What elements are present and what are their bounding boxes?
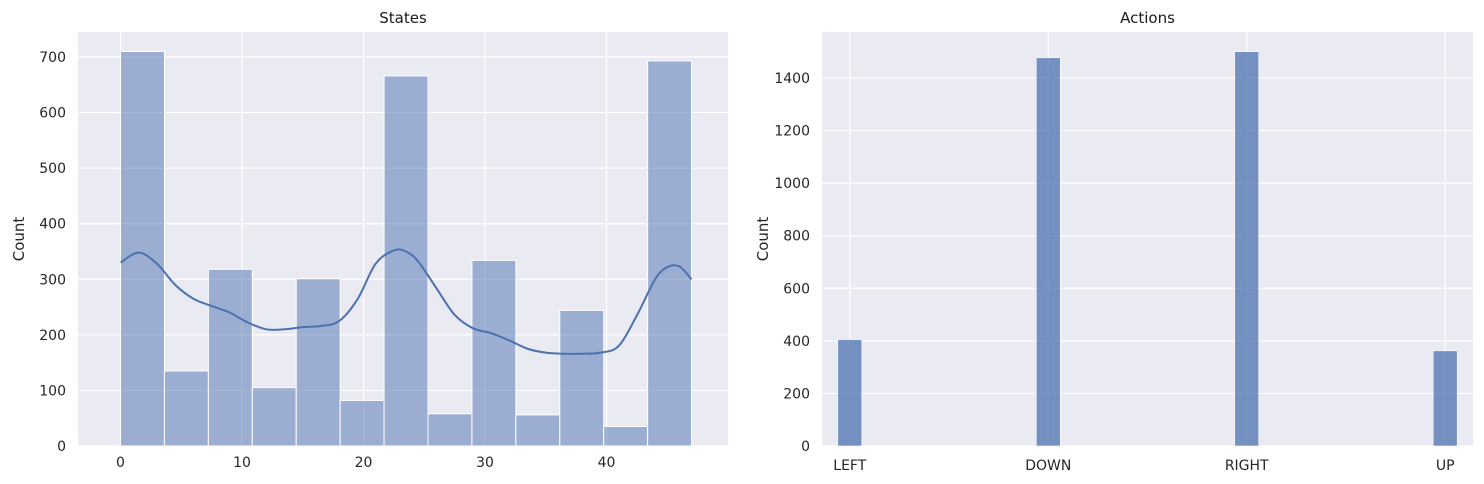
histogram-bar (120, 50, 165, 447)
states-histogram: 0 100 200 300 400 500 600 700 States Count 0 10 20 30… (10, 9, 728, 471)
x-tick-label: LEFT (833, 458, 866, 474)
chart-title: Actions (1120, 9, 1175, 27)
y-tick-label: 1000 (774, 176, 810, 192)
y-tick-label: 400 (39, 217, 66, 233)
histogram-bar (647, 60, 693, 447)
histogram-bar (427, 413, 473, 447)
histogram-bar (471, 259, 517, 447)
y-tick-label: 500 (39, 161, 66, 177)
bar-down (1035, 57, 1061, 447)
bar-right (1234, 51, 1260, 447)
histogram-bar (339, 399, 385, 447)
y-tick-label: 100 (39, 383, 66, 399)
y-tick-label: 800 (783, 229, 810, 245)
histogram-bar (207, 268, 253, 447)
y-tick-label: 700 (39, 50, 66, 66)
kde-line (119, 248, 693, 355)
x-tick-label: 20 (355, 455, 373, 471)
plot-area (822, 32, 1473, 446)
y-tick-label: 600 (783, 281, 810, 297)
histogram-bar (295, 278, 341, 447)
x-tick-label: UP (1436, 458, 1455, 474)
actions-histogram: 0 200 400 600 800 1000 1200 1400 Actions Count LEF… (754, 9, 1473, 474)
histogram-bar (603, 426, 649, 447)
x-tick-label: 40 (598, 455, 616, 471)
y-tick-label: 200 (783, 386, 810, 402)
histogram-bar (383, 75, 429, 447)
x-tick-label: RIGHT (1225, 458, 1269, 474)
y-tick-label: 0 (57, 439, 66, 455)
x-tick-label: 30 (476, 455, 494, 471)
y-tick-label: 0 (801, 439, 810, 455)
x-tick-label: 0 (116, 455, 125, 471)
bar-up (1432, 350, 1458, 447)
y-tick-label: 400 (783, 334, 810, 350)
x-tick-label: 10 (233, 455, 251, 471)
y-tick-label: 200 (39, 328, 66, 344)
y-axis-label: Count (10, 217, 28, 262)
histogram-bar (251, 387, 297, 447)
histogram-bar (559, 309, 605, 447)
histogram-bar (515, 414, 561, 447)
y-tick-label: 1400 (774, 71, 810, 87)
y-tick-label: 300 (39, 272, 66, 288)
bar-left (837, 339, 863, 447)
y-axis-label: Count (754, 217, 772, 262)
chart-title: States (379, 9, 427, 27)
x-tick-label: DOWN (1025, 458, 1071, 474)
y-tick-label: 1200 (774, 124, 810, 140)
histogram-bar (163, 370, 209, 447)
y-tick-label: 600 (39, 106, 66, 122)
